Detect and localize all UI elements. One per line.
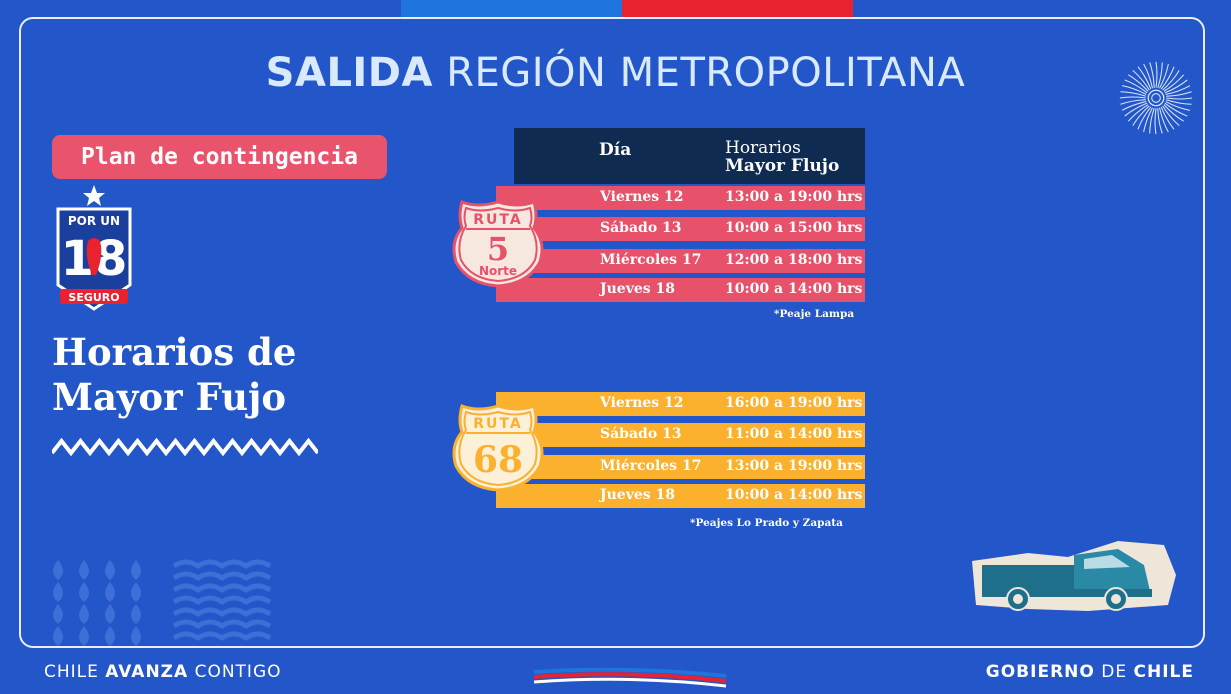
row-hours: 13:00 a 19:00 hrs — [725, 458, 863, 474]
footer-slogan: CHILE AVANZA CONTIGO — [44, 662, 282, 682]
zigzag-divider — [52, 437, 318, 457]
por-un-18-seguro-logo: POR UN 18 SEGURO — [56, 185, 132, 311]
footer-left-1: CHILE — [44, 662, 99, 682]
footer-left-2: AVANZA — [105, 662, 189, 682]
row-hours: 10:00 a 15:00 hrs — [725, 220, 863, 236]
heading-line-2: Mayor Fujo — [52, 375, 287, 419]
shield-5-bottom: Norte — [479, 264, 517, 278]
footer-right-1: GOBIERNO — [985, 662, 1095, 682]
table-row: Viernes 12 16:00 a 19:00 hrs — [496, 392, 865, 416]
badge-top-text: POR UN — [68, 214, 120, 228]
heading-line-1: Horarios de — [52, 330, 297, 374]
column-header-hours-line1: Horarios — [725, 138, 801, 158]
row-day: Jueves 18 — [600, 487, 675, 503]
row-hours: 12:00 a 18:00 hrs — [725, 252, 863, 268]
table-row: Miércoles 17 12:00 a 18:00 hrs — [496, 249, 865, 273]
table-row: Sábado 13 10:00 a 15:00 hrs — [496, 217, 865, 241]
route-5-note: *Peaje Lampa — [774, 308, 855, 320]
table-header — [514, 128, 865, 184]
shield-68-number: 68 — [473, 439, 523, 481]
table-row: Miércoles 17 13:00 a 19:00 hrs — [496, 455, 865, 479]
plan-contingencia-label: Plan de contingencia — [52, 135, 387, 179]
row-hours: 13:00 a 19:00 hrs — [725, 189, 863, 205]
row-hours: 10:00 a 14:00 hrs — [725, 281, 863, 297]
copihue-rosette-icon — [1119, 61, 1193, 135]
footer-government: GOBIERNO DE CHILE — [986, 662, 1194, 682]
heading-horarios: Horarios de Mayor Fujo — [52, 330, 296, 420]
row-day: Jueves 18 — [600, 281, 675, 297]
table-row: Jueves 18 10:00 a 14:00 hrs — [496, 278, 865, 302]
row-day: Sábado 13 — [600, 426, 682, 442]
top-stripe-blue — [401, 0, 622, 17]
footer-left-3: CONTIGO — [194, 662, 282, 682]
route-68-note: *Peajes Lo Prado y Zapata — [690, 517, 843, 529]
row-day: Viernes 12 — [600, 395, 684, 411]
row-day: Viernes 12 — [600, 189, 684, 205]
title-rest: REGIÓN METROPOLITANA — [446, 50, 966, 96]
column-header-hours: Horarios Mayor Flujo — [725, 139, 839, 175]
footer-right-2: DE — [1101, 662, 1128, 682]
row-hours: 16:00 a 19:00 hrs — [725, 395, 863, 411]
shield-68-top: RUTA — [473, 416, 522, 432]
row-day: Miércoles 17 — [600, 252, 702, 268]
page-title: SALIDA REGIÓN METROPOLITANA — [0, 50, 1231, 96]
row-day: Sábado 13 — [600, 220, 682, 236]
content-frame — [19, 17, 1205, 648]
footer-flag-wave — [534, 667, 726, 688]
table-row: Viernes 12 13:00 a 19:00 hrs — [496, 186, 865, 210]
shield-5-top: RUTA — [473, 212, 522, 228]
row-hours: 11:00 a 14:00 hrs — [725, 426, 863, 442]
table-row: Jueves 18 10:00 a 14:00 hrs — [496, 484, 865, 508]
row-day: Miércoles 17 — [600, 458, 702, 474]
top-stripe-red — [622, 0, 853, 17]
table-row: Sábado 13 11:00 a 14:00 hrs — [496, 423, 865, 447]
route-68-shield-icon: RUTA 68 — [452, 404, 544, 492]
footer-right-3: CHILE — [1133, 662, 1194, 682]
column-header-hours-line2: Mayor Flujo — [725, 156, 840, 176]
decorative-pattern — [53, 559, 272, 646]
title-bold: SALIDA — [265, 50, 433, 96]
row-hours: 10:00 a 14:00 hrs — [725, 487, 863, 503]
shield-5-number: 5 — [487, 230, 509, 268]
pickup-truck-illustration — [972, 541, 1176, 611]
route-5-shield-icon: RUTA 5 Norte — [452, 200, 544, 288]
badge-bottom-text: SEGURO — [68, 291, 119, 304]
column-header-day: Día — [599, 140, 632, 160]
